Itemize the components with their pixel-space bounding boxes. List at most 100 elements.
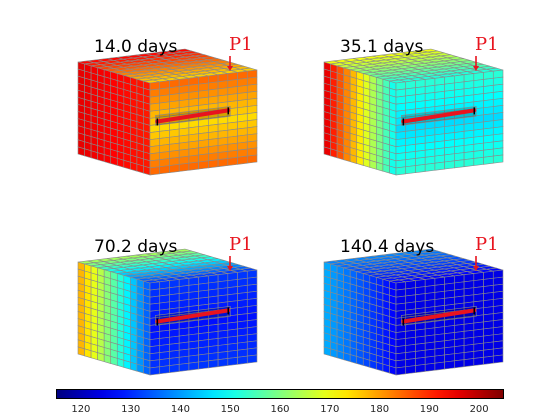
side-cell (123, 159, 131, 170)
side-cell (90, 350, 98, 361)
side-cell (77, 346, 85, 357)
front-cell (217, 158, 229, 168)
front-cell (188, 361, 199, 371)
front-cell (227, 156, 238, 166)
front-cell (444, 160, 455, 170)
front-cell (444, 360, 455, 370)
front-cell (208, 359, 219, 369)
side-cell (97, 152, 105, 163)
colorbar-tick: 200 (469, 404, 489, 415)
side-cell (143, 165, 151, 176)
side-cell (136, 163, 144, 174)
colorbar-tick: 170 (320, 404, 340, 415)
front-cell (473, 156, 484, 166)
fracture-line (401, 108, 477, 124)
side-cell (382, 363, 390, 374)
time-label: 140.4 days (340, 237, 435, 257)
probe-arrowhead (473, 66, 479, 71)
side-cell (136, 363, 144, 374)
side-cell (116, 357, 125, 368)
probe-label: P1 (475, 234, 499, 255)
side-cell (103, 354, 112, 364)
block-render (77, 48, 258, 176)
front-cell (217, 358, 229, 368)
front-cell (159, 365, 170, 375)
block-render (323, 248, 504, 376)
side-cell (362, 157, 371, 168)
front-cell (473, 356, 484, 366)
front-cell (227, 356, 238, 366)
side-cell (130, 361, 138, 372)
side-cell (343, 152, 351, 163)
front-cell (149, 166, 161, 176)
side-cell (389, 365, 397, 376)
side-cell (336, 350, 344, 361)
front-cell (246, 154, 258, 164)
side-cell (90, 150, 98, 161)
side-cell (323, 346, 331, 357)
fracture-line (155, 108, 231, 124)
front-cell (246, 354, 258, 364)
front-cell (434, 161, 445, 171)
panel-70-days: 70.2 days P1 (0, 200, 280, 400)
front-cell (405, 165, 416, 175)
side-cell (382, 163, 390, 174)
time-label: 70.2 days (94, 237, 178, 257)
colorbar-tick: 180 (370, 404, 390, 415)
probe-arrowhead (227, 66, 233, 71)
probe-label: P1 (229, 34, 253, 55)
front-cell (159, 165, 170, 175)
side-cell (103, 154, 112, 164)
front-cell (492, 354, 504, 364)
side-cell (84, 348, 92, 359)
side-cell (123, 359, 131, 370)
side-cell (349, 154, 358, 164)
front-cell (492, 154, 504, 164)
side-cell (330, 348, 338, 359)
front-cell (178, 162, 190, 172)
block-render (77, 248, 258, 376)
fracture-line (155, 308, 231, 324)
front-cell (149, 366, 161, 376)
side-cell (376, 161, 384, 172)
side-cell (97, 352, 105, 363)
side-cell (362, 357, 371, 368)
panel-140-days: 140.4 days P1 (246, 200, 526, 400)
front-cell (405, 365, 416, 375)
colorbar-tick: 160 (270, 404, 290, 415)
front-cell (169, 364, 180, 373)
side-cell (356, 156, 364, 166)
side-cell (110, 356, 118, 366)
front-cell (434, 361, 445, 371)
front-cell (424, 162, 436, 172)
colorbar-tick: 140 (170, 404, 190, 415)
colorbar (56, 389, 504, 399)
side-cell (77, 146, 85, 157)
colorbar-tick: 130 (121, 404, 141, 415)
side-cell (84, 148, 92, 159)
front-cell (169, 164, 180, 173)
side-cell (356, 356, 364, 366)
panel-35-days: 35.1 days P1 (246, 0, 526, 200)
side-cell (376, 361, 384, 372)
front-cell (198, 160, 209, 170)
block-render (323, 48, 504, 176)
side-cell (330, 148, 338, 159)
time-label: 14.0 days (94, 37, 178, 57)
side-cell (349, 354, 358, 364)
colorbar-tick: 190 (419, 404, 439, 415)
front-cell (188, 161, 199, 171)
front-cell (395, 166, 407, 176)
front-cell (415, 164, 426, 173)
front-cell (198, 360, 209, 370)
side-cell (389, 165, 397, 176)
front-cell (424, 362, 436, 372)
side-cell (116, 157, 125, 168)
probe-label: P1 (229, 234, 253, 255)
side-cell (143, 365, 151, 376)
probe-arrowhead (473, 266, 479, 271)
colorbar-tick: 150 (220, 404, 240, 415)
side-cell (130, 161, 138, 172)
probe-arrowhead (227, 266, 233, 271)
front-cell (415, 364, 426, 373)
